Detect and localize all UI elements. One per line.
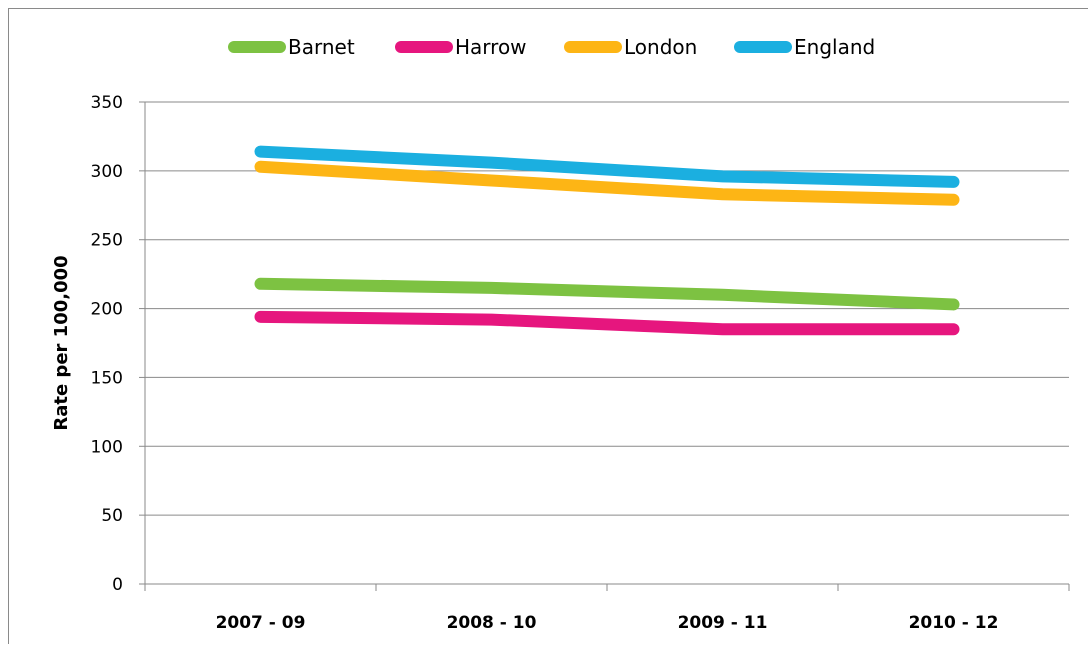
x-axis: 2007 - 09 2008 - 10 2009 - 11 2010 - 12 <box>144 583 1070 633</box>
x-tick-label: 2008 - 10 <box>447 613 537 633</box>
y-axis-ticks: 0 50 100 150 200 250 300 350 <box>91 93 146 595</box>
legend: Barnet Harrow London England <box>228 35 875 59</box>
y-tick-label: 150 <box>91 368 123 388</box>
legend-label: Barnet <box>288 35 355 59</box>
y-tick-label: 100 <box>91 437 123 457</box>
legend-label: England <box>794 35 875 59</box>
series-line-harrow <box>254 310 960 336</box>
y-tick-label: 0 <box>112 575 123 595</box>
series-lines <box>254 145 960 336</box>
x-tick-label: 2009 - 11 <box>678 613 768 633</box>
series-line-barnet <box>254 277 960 311</box>
y-tick-label: 250 <box>91 231 123 251</box>
y-axis-label: Rate per 100,000 <box>51 255 72 430</box>
legend-label: Harrow <box>455 35 527 59</box>
y-tick-label: 350 <box>91 93 123 113</box>
series-line-london <box>254 160 960 206</box>
y-tick-label: 50 <box>101 506 123 526</box>
y-tick-label: 300 <box>91 162 123 182</box>
series-line-england <box>254 145 960 188</box>
legend-label: London <box>624 35 697 59</box>
x-tick-label: 2010 - 12 <box>909 613 999 633</box>
x-tick-label: 2007 - 09 <box>216 613 306 633</box>
y-tick-label: 200 <box>91 300 123 320</box>
